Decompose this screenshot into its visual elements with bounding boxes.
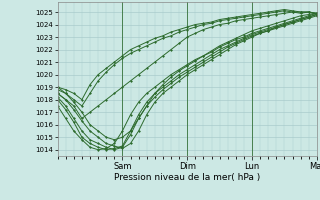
X-axis label: Pression niveau de la mer( hPa ): Pression niveau de la mer( hPa ) <box>114 173 260 182</box>
